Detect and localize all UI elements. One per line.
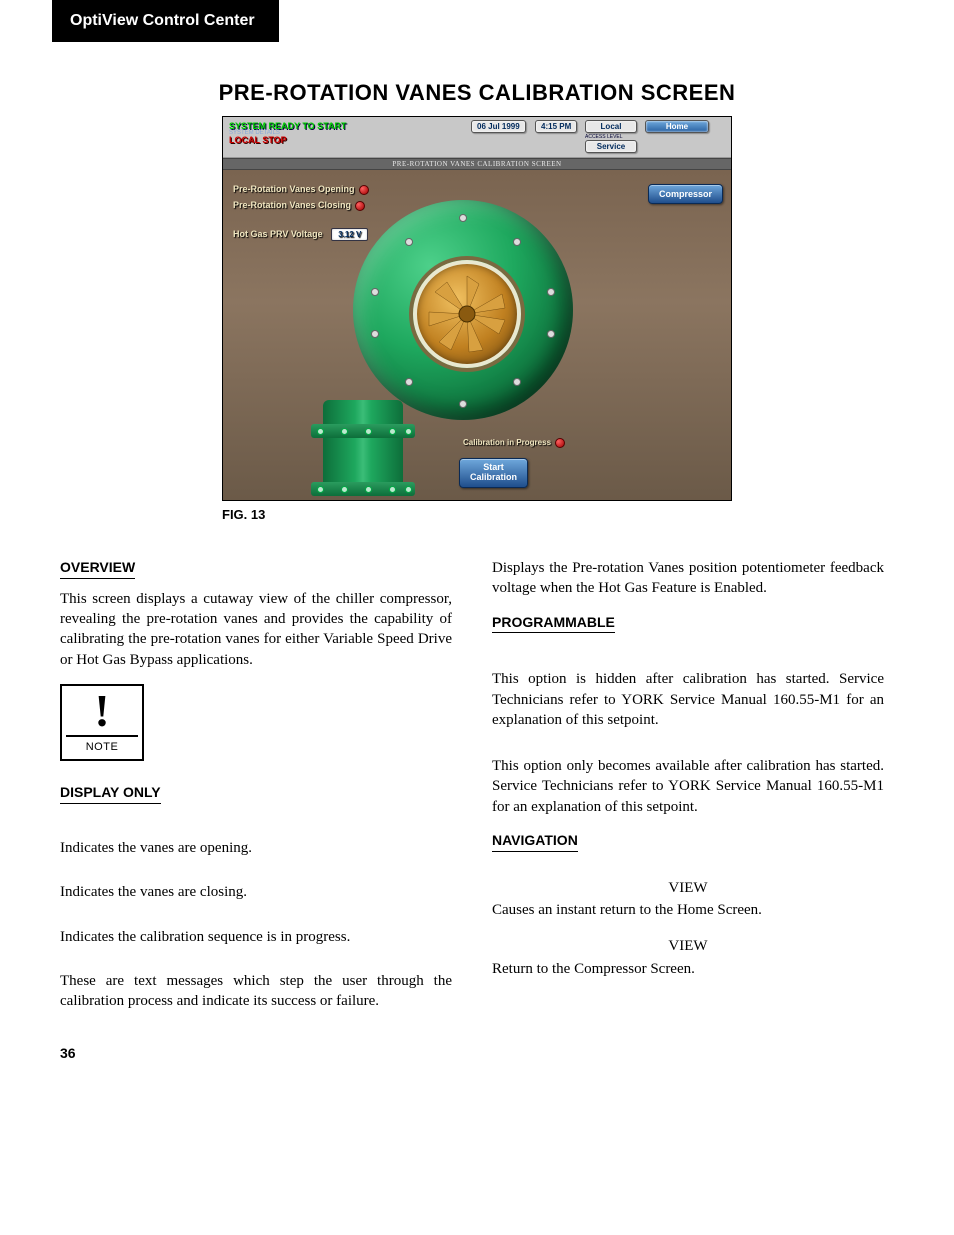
led-icon: [355, 201, 365, 211]
breadcrumb: PRE-ROTATION VANES CALIBRATION SCREEN: [223, 158, 731, 170]
calib-progress-text: Calibration in Progress: [463, 438, 551, 447]
start-btn-line1: Start: [483, 462, 504, 472]
note-label: NOTE: [66, 740, 138, 755]
nav-para-2: Return to the Compressor Screen.: [492, 959, 884, 979]
programmable-heading: PROGRAMMABLE: [492, 613, 615, 634]
navigation-heading: NAVIGATION: [492, 831, 578, 852]
status-stop: LOCAL STOP: [229, 135, 287, 145]
right-top-para: Displays the Pre-rotation Vanes position…: [492, 558, 884, 599]
service-pill: Service: [585, 140, 637, 153]
view-label-1: VIEW: [492, 878, 884, 898]
programmable-para-1: This option is hidden after calibration …: [492, 669, 884, 730]
nav-para-1: Causes an instant return to the Home Scr…: [492, 900, 884, 920]
label-voltage: Hot Gas PRV Voltage 3.12 V: [233, 228, 368, 241]
opening-text: Pre-Rotation Vanes Opening: [233, 184, 355, 194]
note-icon: ! NOTE: [60, 684, 144, 761]
home-button[interactable]: Home: [645, 120, 709, 133]
display-para-4: These are text messages which step the u…: [60, 971, 452, 1012]
closing-text: Pre-Rotation Vanes Closing: [233, 200, 351, 210]
flange-lower: [311, 482, 415, 496]
start-btn-line2: Calibration: [470, 472, 517, 482]
header-tab: OptiView Control Center: [52, 0, 279, 42]
page-number: 36: [60, 1045, 954, 1061]
led-icon: [555, 438, 565, 448]
programmable-para-2: This option only becomes available after…: [492, 756, 884, 817]
exclamation-icon: !: [66, 690, 138, 737]
led-icon: [359, 185, 369, 195]
label-calib-progress: Calibration in Progress: [463, 438, 565, 448]
overview-heading: OVERVIEW: [60, 558, 135, 579]
overview-para: This screen displays a cutaway view of t…: [60, 589, 452, 670]
display-para-2: Indicates the vanes are closing.: [60, 882, 452, 902]
start-calibration-button[interactable]: Start Calibration: [459, 458, 528, 488]
page-title: PRE-ROTATION VANES CALIBRATION SCREEN: [0, 80, 954, 106]
voltage-text: Hot Gas PRV Voltage: [233, 229, 323, 239]
figure-caption: FIG. 13: [222, 507, 732, 522]
display-only-heading: DISPLAY ONLY: [60, 783, 161, 804]
time-pill: 4:15 PM: [535, 120, 577, 133]
compressor-impeller: [413, 260, 521, 368]
compressor-button[interactable]: Compressor: [648, 184, 723, 204]
label-closing: Pre-Rotation Vanes Closing: [233, 200, 365, 211]
label-opening: Pre-Rotation Vanes Opening: [233, 184, 369, 195]
screenshot-body: Pre-Rotation Vanes Opening Pre-Rotation …: [223, 170, 731, 500]
flange-upper: [311, 424, 415, 438]
right-column: Displays the Pre-rotation Vanes position…: [492, 558, 884, 1025]
display-para-3: Indicates the calibration sequence is in…: [60, 927, 452, 947]
display-para-1: Indicates the vanes are opening.: [60, 838, 452, 858]
calibration-screenshot: SYSTEM READY TO START SYSTEM DETAILS LOC…: [222, 116, 732, 501]
local-pill: Local: [585, 120, 637, 133]
screenshot-topbar: SYSTEM READY TO START SYSTEM DETAILS LOC…: [223, 117, 731, 158]
voltage-value: 3.12 V: [331, 228, 368, 241]
date-pill: 06 Jul 1999: [471, 120, 526, 133]
left-column: OVERVIEW This screen displays a cutaway …: [60, 558, 452, 1025]
compressor-inlet: [323, 400, 403, 490]
view-label-2: VIEW: [492, 936, 884, 956]
